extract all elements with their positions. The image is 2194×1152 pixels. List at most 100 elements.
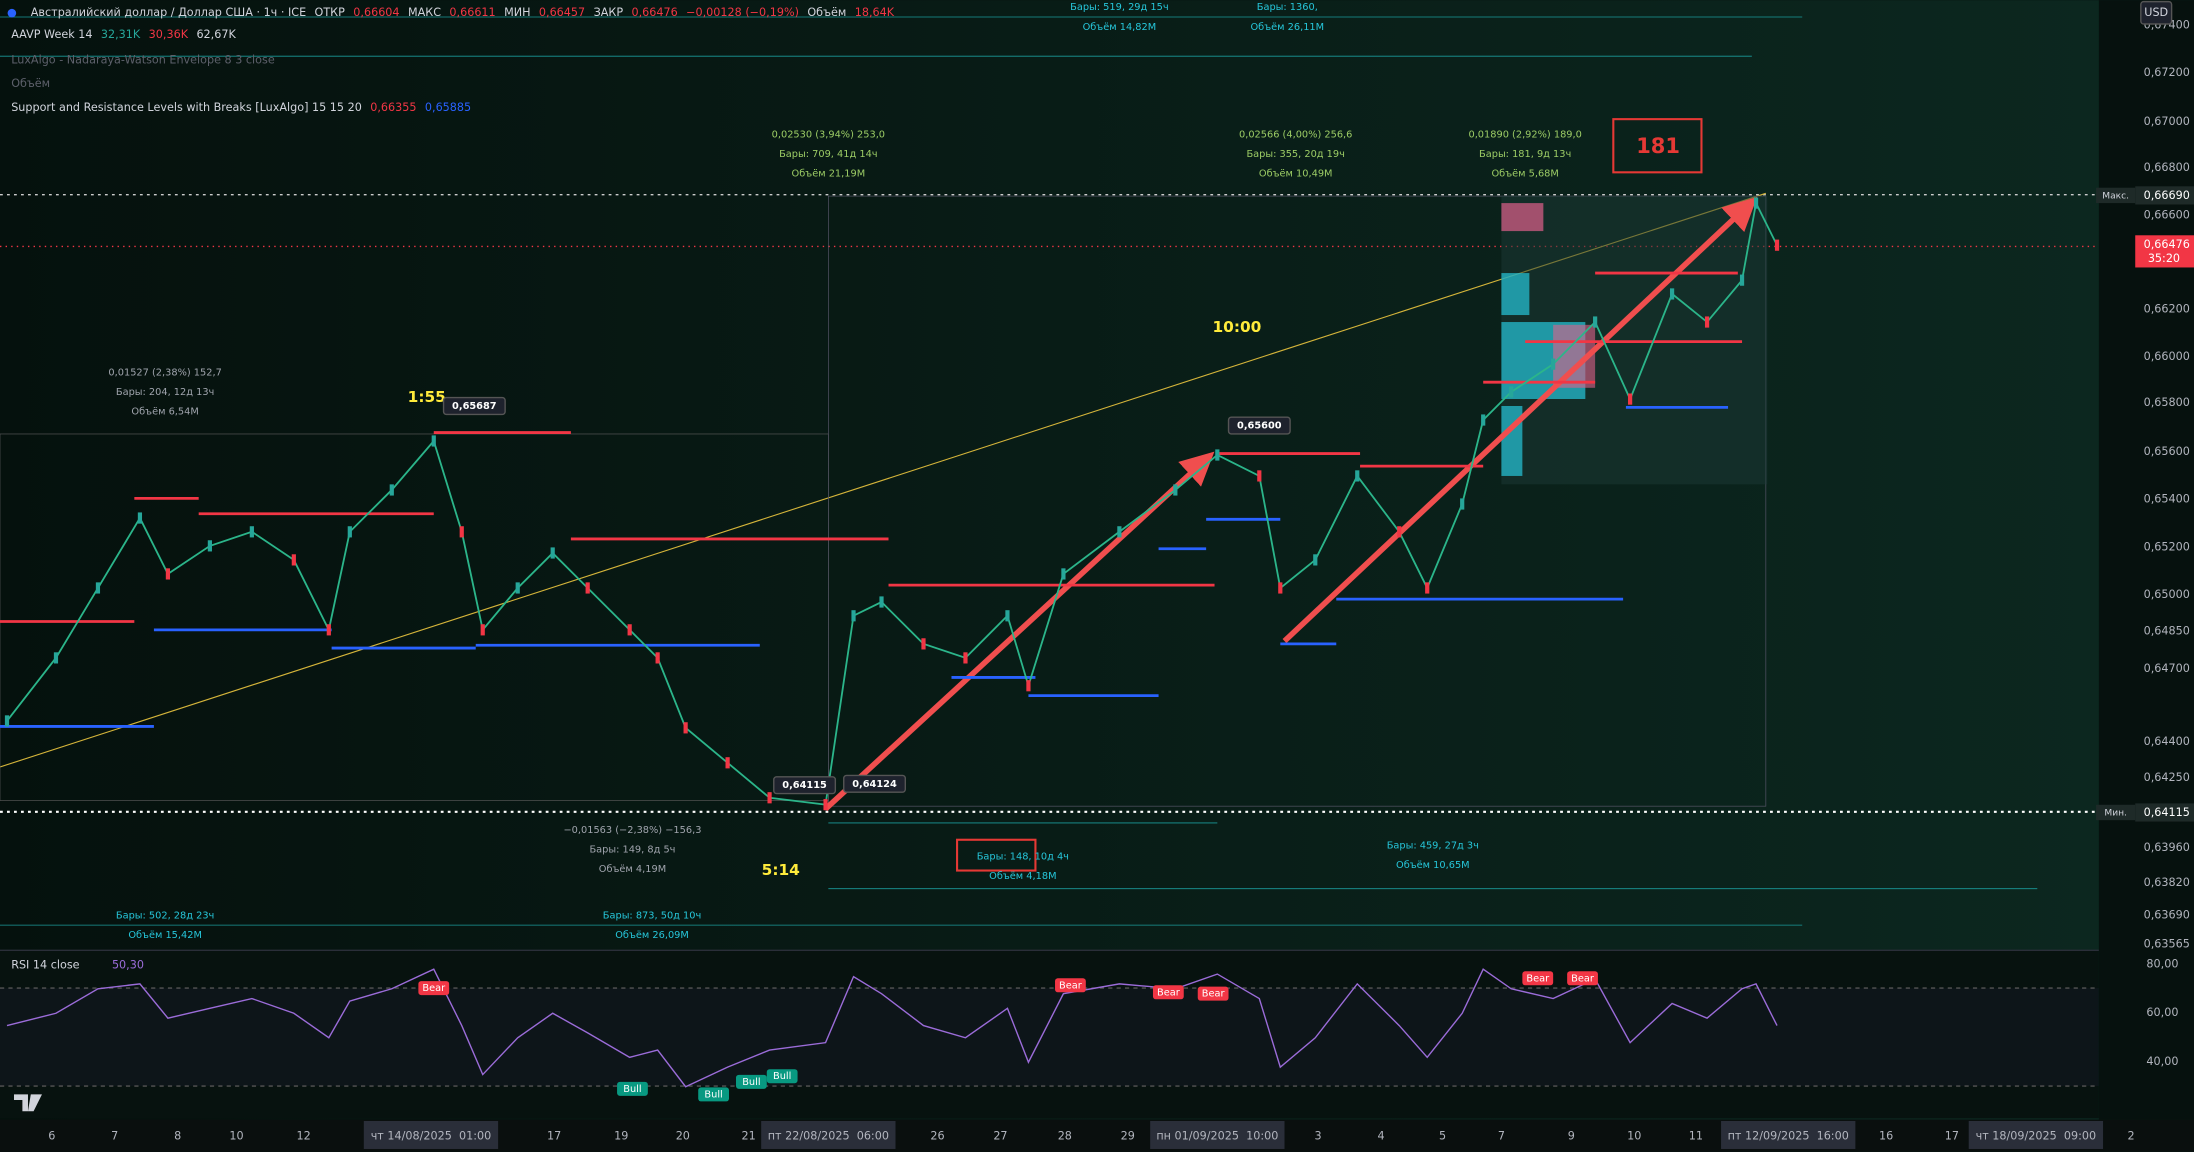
- candle: [823, 799, 828, 811]
- candle: [53, 652, 59, 664]
- measure-text: Объём 4,18M: [989, 871, 1056, 882]
- candle: [137, 512, 143, 524]
- candle: [4, 715, 10, 727]
- candle: [1704, 316, 1710, 328]
- signal-bg: [617, 1081, 648, 1096]
- last-tag-bg: [2135, 235, 2194, 268]
- min-tag-label: Мин.: [2104, 809, 2127, 819]
- measure-text: 0,02566 (4,00%) 256,6: [1239, 130, 1352, 141]
- measure-text: Объём 21,19M: [792, 169, 866, 180]
- price-tick-label: 0,63960: [2144, 841, 2190, 854]
- date-label: пт 22/08/2025 06:00: [768, 1129, 889, 1142]
- rsi-pane: [0, 950, 2099, 1119]
- date-label: 3: [1315, 1129, 1322, 1142]
- date-label: 17: [1945, 1129, 1959, 1142]
- legend-item: 0,66457: [539, 6, 585, 19]
- signal-bg: [1522, 971, 1554, 986]
- price-tick-label: 0,64250: [2144, 771, 2190, 784]
- legend-item: Support and Resistance Levels with Break…: [11, 101, 362, 114]
- price-tick-label: 0,63690: [2144, 908, 2190, 921]
- legend-item: 0,66604: [353, 6, 399, 19]
- min-tag-bg: [2096, 804, 2136, 821]
- measure-text: Объём 10,65M: [1396, 860, 1470, 871]
- price-tick-label: 0,64850: [2144, 624, 2190, 637]
- symbol-icon: ●: [7, 6, 17, 19]
- date-label: 6: [48, 1129, 55, 1142]
- date-label: чт 14/08/2025 01:00: [371, 1129, 492, 1142]
- price-tick-label: 0,65800: [2144, 396, 2190, 409]
- date-highlight: [1150, 1121, 1285, 1149]
- price-tick-label: 0,64400: [2144, 735, 2190, 748]
- measure-text: Объём 26,11M: [1250, 22, 1324, 33]
- candle: [291, 554, 296, 566]
- price-tick-label: 0,63565: [2144, 938, 2190, 951]
- trend-line: [0, 192, 1767, 768]
- candle: [879, 596, 884, 608]
- legend-item: 0,66611: [449, 6, 495, 19]
- date-label: 10: [229, 1129, 243, 1142]
- logo: [13, 1094, 42, 1112]
- price-tick-label: 0,65600: [2144, 445, 2190, 458]
- date-label: 7: [1498, 1129, 1505, 1142]
- price-line: [6, 200, 1778, 806]
- rsi-title: RSI 14 close: [11, 959, 79, 972]
- date-label: 8: [174, 1129, 181, 1142]
- measure-text: Бары: 459, 27д 3ч: [1387, 840, 1479, 851]
- price-tick-label: 0,63820: [2144, 876, 2190, 889]
- legend-item: −0,00128 (−0,19%): [686, 6, 799, 19]
- signal: Bear: [1157, 987, 1181, 998]
- candle: [165, 568, 171, 580]
- candle: [1026, 680, 1031, 692]
- price-label: 0,65687: [452, 401, 497, 412]
- price-tick-label: 0,65000: [2144, 588, 2190, 601]
- candle: [1257, 470, 1262, 482]
- date-highlight: [761, 1121, 896, 1149]
- candle: [767, 792, 772, 804]
- date-label: 26: [930, 1129, 944, 1142]
- measure-text: Бары: 204, 12д 13ч: [116, 387, 214, 398]
- date-label: 16: [1879, 1129, 1893, 1142]
- measure-text: Объём 5,68M: [1491, 169, 1558, 180]
- candle: [1397, 526, 1402, 538]
- candle: [1425, 582, 1430, 594]
- candle: [207, 540, 212, 552]
- candle: [1460, 498, 1465, 510]
- arrow: [1282, 196, 1758, 644]
- date-label: 4: [1377, 1129, 1384, 1142]
- candle: [249, 526, 254, 538]
- candle: [459, 526, 464, 538]
- min-tag-value-bg: [2135, 803, 2194, 822]
- arrow: [823, 451, 1215, 812]
- currency: USD: [2144, 6, 2168, 19]
- candle: [1669, 288, 1675, 300]
- legend-item: 32,31K: [101, 28, 141, 41]
- legend-item: 18,64K: [855, 6, 895, 19]
- price-label: 0,65600: [1237, 421, 1282, 432]
- annotation: 10:00: [1212, 318, 1261, 336]
- candle: [1593, 316, 1598, 328]
- legend-item: Австралийский доллар / Доллар США · 1ч ·…: [31, 6, 306, 19]
- rsi-tick-label: 80,00: [2146, 957, 2178, 970]
- signal: Bear: [1202, 989, 1226, 1000]
- date-label: 12: [297, 1129, 311, 1142]
- signal-bg: [418, 981, 450, 996]
- candle: [683, 722, 688, 734]
- candle: [1753, 197, 1759, 209]
- measure-text: Бары: 1360,: [1257, 2, 1318, 13]
- annotation: 181: [1636, 134, 1680, 158]
- candle: [1551, 358, 1556, 370]
- legend-line: LuxAlgo - Nadaraya-Watson Envelope 8 3 c…: [11, 53, 275, 66]
- legend-item: 0,65885: [425, 101, 471, 114]
- legend-item: ЗАКР: [594, 6, 624, 19]
- price-tick-label: 0,65200: [2144, 540, 2190, 553]
- max-tag-bg: [2096, 187, 2136, 204]
- signal-bg: [1152, 985, 1184, 1000]
- date-highlight: [1968, 1121, 2104, 1149]
- signal: Bear: [1571, 973, 1595, 984]
- measure-text: Объём 14,82M: [1083, 22, 1157, 33]
- legend-item: 0,66476: [631, 6, 677, 19]
- date-highlight: [1721, 1121, 1856, 1149]
- measure-text: Бары: 181, 9д 13ч: [1479, 149, 1571, 160]
- candle: [725, 757, 730, 769]
